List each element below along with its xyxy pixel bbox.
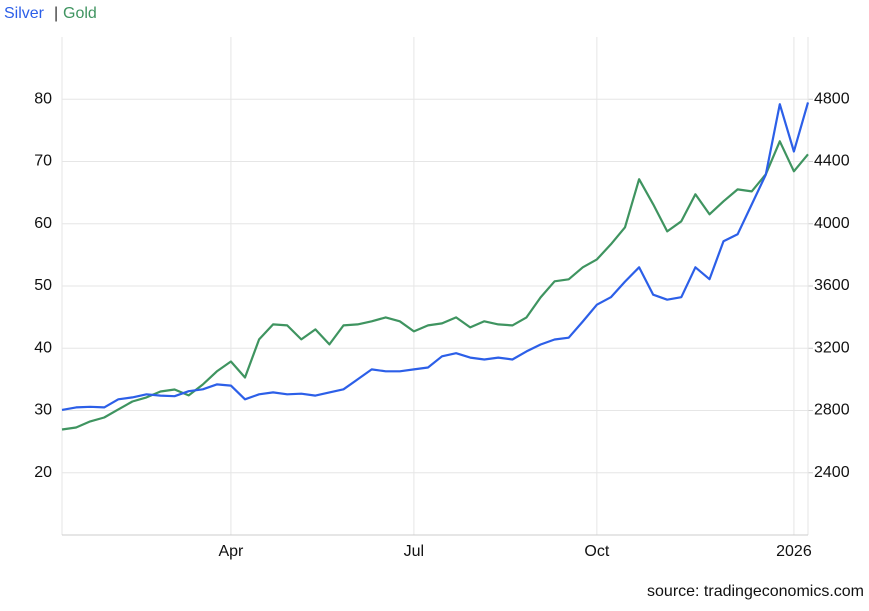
y2-tick-label: 4000 [814,215,850,232]
x-tick-label: Jul [404,543,424,560]
x-tick-label: Oct [584,543,609,560]
y2-tick-label: 2400 [814,464,850,481]
legend-silver: Silver [4,5,45,22]
source: source: tradingeconomics.com [647,583,864,600]
y2-tick-label: 2800 [814,402,850,419]
y-tick-label: 40 [34,339,52,356]
x-tick-label: 2026 [776,543,812,560]
series-line [61,140,809,431]
y-tick-label: 50 [34,277,52,294]
y2-tick-label: 3600 [814,277,850,294]
y-tick-label: 20 [34,464,52,481]
y2-tick-label: 4400 [814,153,850,170]
y-tick-label: 70 [34,153,52,170]
y-tick-label: 80 [34,90,52,107]
x-tick-label: Apr [218,543,244,560]
y2-tick-label: 4800 [814,90,850,107]
y-tick-label: 60 [34,215,52,232]
legend-separator: | [54,5,58,22]
y2-tick-label: 3200 [814,339,850,356]
series-line [61,102,810,411]
y-tick-label: 30 [34,402,52,419]
legend-gold: Gold [63,5,97,22]
